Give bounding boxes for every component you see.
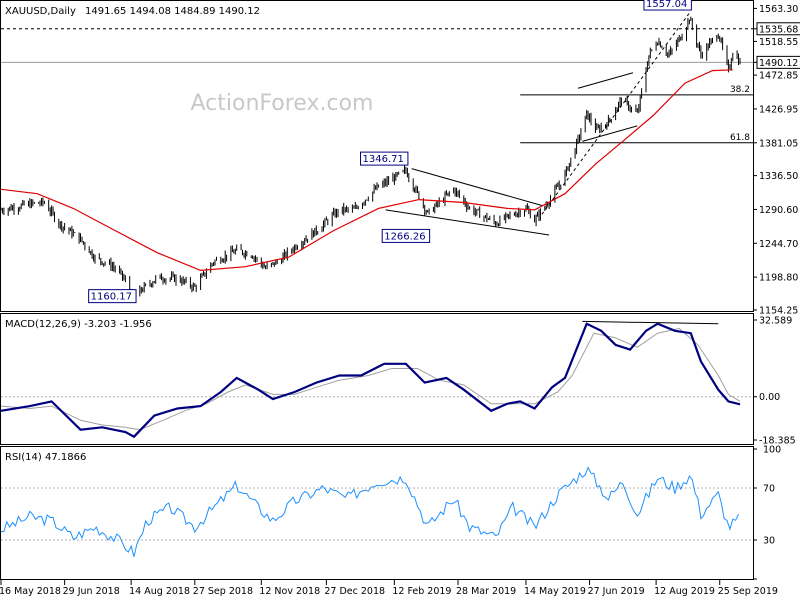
x-tick-label: 27 Dec 2018 bbox=[324, 586, 385, 597]
ohlc-values: 1491.65 1494.08 1484.89 1490.12 bbox=[85, 6, 260, 17]
fib-label-61.8: 61.8 bbox=[730, 133, 750, 143]
annotation-1346.71: 1346.71 bbox=[363, 154, 404, 165]
trendline-falling-channel-lower bbox=[385, 209, 550, 236]
signal-line bbox=[0, 327, 741, 431]
price-tick-label: 1535.68 bbox=[759, 24, 798, 35]
price-tick-label: 1426.95 bbox=[759, 104, 798, 115]
annotation-box bbox=[381, 228, 431, 243]
x-tick-label: 12 Feb 2019 bbox=[392, 586, 451, 597]
x-tick-label: 12 Aug 2019 bbox=[654, 586, 715, 597]
trendline-flag-upper bbox=[577, 72, 634, 89]
price-tick-label: 1472.85 bbox=[759, 71, 798, 82]
trendline-flag-lower bbox=[582, 125, 638, 142]
macd-panel bbox=[0, 313, 754, 445]
macd-tick-label: 0.00 bbox=[759, 392, 780, 403]
moving-average-line bbox=[0, 69, 733, 272]
rsi-layer bbox=[1, 466, 753, 557]
x-tick-label: 28 Mar 2019 bbox=[456, 586, 516, 597]
rsi-panel bbox=[0, 446, 754, 580]
annotation-box bbox=[88, 289, 137, 304]
annotation-1160.17: 1160.17 bbox=[91, 292, 132, 303]
price-panel bbox=[0, 0, 754, 312]
rsi-tick-label: 100 bbox=[763, 445, 781, 456]
rsi-title: RSI(14) 47.1866 bbox=[5, 452, 86, 463]
rsi-line bbox=[1, 466, 739, 557]
rsi-tick-label: 70 bbox=[763, 484, 775, 495]
price-tick-label: 1198.80 bbox=[759, 273, 798, 284]
price-tick-label: 1154.25 bbox=[759, 306, 798, 317]
x-tick-label: 27 Sep 2018 bbox=[193, 586, 253, 597]
x-tick-label: 27 Jun 2019 bbox=[588, 586, 645, 597]
symbol-timeframe: XAUUSD,Daily bbox=[5, 6, 76, 17]
x-tick-label: 29 Jun 2018 bbox=[63, 586, 120, 597]
macd-title: MACD(12,26,9) -3.203 -1.956 bbox=[5, 319, 152, 330]
price-tick-label: 1336.50 bbox=[759, 171, 798, 182]
price-tick-label: 1490.12 bbox=[759, 58, 798, 69]
price-tick-label: 1290.60 bbox=[759, 205, 798, 216]
trendline-macd-top-line bbox=[582, 320, 719, 325]
trendline-falling-channel-upper bbox=[411, 168, 542, 206]
watermark: ActionForex.com bbox=[191, 91, 374, 116]
fib-label-38.2: 38.2 bbox=[730, 85, 750, 95]
price-tick-label: 1563.30 bbox=[759, 4, 798, 15]
macd-tick-label: 32.589 bbox=[759, 316, 792, 327]
x-tick-label: 16 May 2018 bbox=[0, 586, 61, 597]
price-tick-label: 1518.55 bbox=[759, 37, 798, 48]
price-tick-label: 1381.05 bbox=[759, 138, 798, 149]
macd-line bbox=[0, 322, 741, 439]
macd-tick-label: -18.385 bbox=[759, 436, 796, 447]
price-title: XAUUSD,Daily 1491.65 1494.08 1484.89 149… bbox=[5, 6, 260, 17]
axis-layer: 1563.30 1535.68 1518.55 1490.12 1472.85 1426.… bbox=[0, 4, 800, 597]
macd-layer bbox=[0, 320, 753, 439]
annotation-1266.26: 1266.26 bbox=[384, 231, 425, 242]
x-tick-label: 14 Aug 2018 bbox=[129, 586, 190, 597]
x-tick-label: 25 Sep 2019 bbox=[718, 586, 778, 597]
annotation-1557.04: 1557.04 bbox=[646, 0, 687, 10]
price-badge bbox=[756, 55, 800, 69]
price-badge bbox=[756, 22, 800, 36]
price-layer: 38.2 61.8 1346.71 1266.26 1557.04 1160.17 bbox=[0, 0, 753, 304]
x-tick-label: 12 Nov 2018 bbox=[259, 586, 320, 597]
annotation-box bbox=[643, 0, 692, 11]
price-tick-label: 1244.70 bbox=[759, 239, 798, 250]
x-tick-label: 14 May 2019 bbox=[524, 586, 586, 597]
rsi-tick-label: 30 bbox=[763, 536, 775, 547]
annotation-box bbox=[360, 151, 409, 166]
